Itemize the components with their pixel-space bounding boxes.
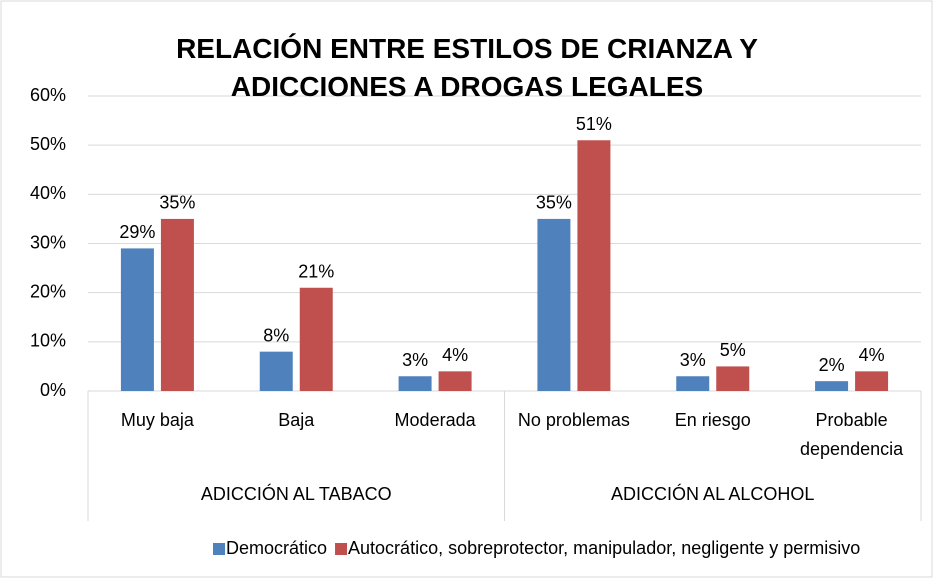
chart-title: RELACIÓN ENTRE ESTILOS DE CRIANZA Y ADIC…	[176, 33, 758, 102]
legend-label: Autocrático, sobreprotector, manipulador…	[348, 538, 860, 558]
y-tick-label: 0%	[40, 380, 66, 400]
group-label: ADICCIÓN AL ALCOHOL	[611, 483, 814, 504]
y-tick-label: 40%	[30, 183, 66, 203]
data-label: 35%	[159, 193, 195, 213]
bar	[716, 366, 750, 391]
data-label: 2%	[819, 355, 845, 375]
bar	[259, 351, 293, 391]
legend-swatch	[335, 543, 348, 555]
legend-swatch	[213, 543, 225, 555]
y-tick-label: 60%	[30, 85, 66, 105]
x-tick-label: Probable dependencia	[800, 410, 904, 459]
bar	[160, 218, 194, 391]
y-tick-label: 20%	[30, 281, 66, 301]
bar	[577, 140, 611, 391]
data-label: 3%	[402, 350, 428, 370]
y-tick-label: 10%	[30, 331, 66, 351]
y-tick-label: 50%	[30, 134, 66, 154]
bar	[815, 381, 849, 391]
bar	[438, 371, 472, 391]
data-label: 35%	[536, 193, 572, 213]
data-label: 3%	[680, 350, 706, 370]
group-label: ADICCIÓN AL TABACO	[201, 483, 392, 504]
bar	[299, 287, 333, 391]
data-label: 51%	[576, 114, 612, 134]
data-label: 4%	[442, 345, 468, 365]
x-tick-label: En riesgo	[675, 410, 751, 430]
data-label: 5%	[720, 340, 746, 360]
bar	[120, 248, 154, 391]
x-tick-label: Muy baja	[121, 410, 195, 430]
bar	[676, 376, 710, 391]
bar	[398, 376, 432, 391]
x-tick-label: Baja	[278, 410, 315, 430]
data-label: 4%	[859, 345, 885, 365]
y-tick-label: 30%	[30, 232, 66, 252]
bar	[537, 218, 571, 391]
bar	[855, 371, 889, 391]
data-label: 8%	[263, 325, 289, 345]
data-label: 29%	[119, 222, 155, 242]
x-tick-label: No problemas	[518, 410, 630, 430]
data-label: 21%	[298, 262, 334, 282]
x-tick-label: Moderada	[395, 410, 477, 430]
legend-label: Democrático	[226, 538, 327, 558]
